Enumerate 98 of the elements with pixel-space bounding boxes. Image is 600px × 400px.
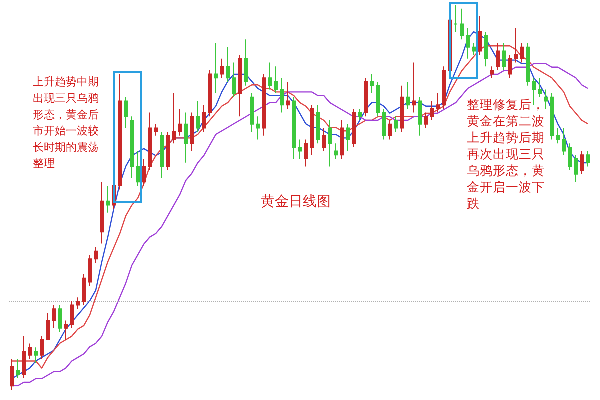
candlestick: [424, 112, 428, 129]
candlestick: [16, 358, 20, 379]
candlestick: [472, 43, 476, 56]
candlestick: [406, 82, 410, 110]
text: 黄金日线图: [261, 194, 331, 210]
candlestick: [478, 16, 482, 56]
candlestick: [562, 128, 566, 156]
candlestick: [250, 93, 254, 133]
candlestick: [394, 116, 398, 133]
candlestick: [346, 124, 350, 152]
candlestick: [436, 93, 440, 114]
candlestick: [34, 347, 38, 364]
candlestick: [64, 320, 68, 340]
candlestick: [46, 312, 50, 340]
candlestick: [244, 39, 248, 86]
candlestick: [520, 43, 524, 64]
candlestick: [550, 93, 554, 140]
candlestick: [172, 93, 176, 144]
annotation: 上升趋势中期出现三只乌鸦形态，黄金后市开始一波较长时期的震荡整理: [33, 76, 99, 170]
candlestick: [268, 62, 272, 90]
candlestick: [322, 128, 326, 152]
candlestick: [154, 124, 158, 136]
candlestick: [382, 108, 386, 140]
candlestick: [28, 343, 32, 360]
candlestick: [316, 104, 320, 144]
candlestick: [376, 82, 380, 118]
candlestick: [196, 100, 200, 133]
candlestick: [52, 304, 56, 329]
candlestick: [286, 82, 290, 110]
candlestick: [532, 78, 536, 106]
candlestick: [328, 120, 332, 168]
candlestick: [514, 28, 518, 64]
candlestick: [484, 31, 488, 68]
candlestick: [262, 74, 266, 136]
candlestick: [226, 46, 230, 82]
candlestick: [118, 74, 122, 190]
candlestick: [574, 154, 578, 183]
candlestick: [292, 96, 296, 160]
candlestick: [142, 158, 146, 186]
candlestick: [136, 150, 140, 186]
candlestick: [94, 247, 98, 264]
candlestick: [370, 74, 374, 94]
candlestick: [166, 132, 170, 172]
candlestick: [358, 108, 362, 121]
candlestick: [238, 54, 242, 118]
candlestick: [22, 336, 26, 379]
candlestick: [88, 254, 92, 287]
candlestick: [58, 304, 62, 333]
candlestick: [214, 43, 218, 94]
candlestick: [202, 104, 206, 133]
candlestick: [502, 43, 506, 71]
candlestick: [304, 139, 308, 168]
candlestick: [418, 96, 422, 136]
candlestick: [454, 4, 458, 32]
candlestick: [40, 336, 44, 360]
candlestick: [190, 112, 194, 152]
candlestick: [580, 150, 584, 175]
candlestick: [526, 43, 530, 86]
candlestick: [388, 120, 392, 140]
candlestick: [220, 58, 224, 79]
candlestick: [178, 108, 182, 136]
candlestick: [568, 143, 572, 172]
candlestick: [232, 62, 236, 98]
candlestick: [466, 28, 470, 60]
candlestick: [586, 150, 590, 168]
candlestick: [160, 132, 164, 179]
candlestick: [430, 100, 434, 121]
candlestick: [82, 274, 86, 306]
candlestick: [208, 70, 212, 118]
candlestick: [130, 116, 134, 179]
candlestick: [70, 300, 74, 329]
candlestick: [334, 143, 338, 160]
candlestick: [148, 112, 152, 172]
candlestick: [298, 139, 302, 160]
candlestick: [412, 62, 416, 114]
candlestick: [100, 182, 104, 244]
candlestick: [184, 112, 188, 164]
candlestick: [496, 43, 500, 71]
candlestick: [256, 116, 260, 140]
candlestick: [544, 89, 548, 110]
candlestick: [310, 104, 314, 156]
candlestick: [556, 128, 560, 144]
candlestick: [106, 185, 110, 214]
candlestick: [352, 108, 356, 148]
candlestick: [10, 358, 14, 390]
candlestick: [364, 78, 368, 118]
candlestick: [340, 120, 344, 160]
candlestick: [490, 66, 494, 79]
candlestick: [274, 66, 278, 94]
candlestick: [538, 78, 542, 98]
candlestick: [442, 66, 446, 110]
candlestick: [460, 8, 464, 40]
candlestick: [280, 78, 284, 114]
annotation: 整理修复后，黄金在第二波上升趋势后期再次出现三只乌鸦形态，黄金开启一波下跌: [467, 96, 545, 211]
candlestick: [508, 54, 512, 79]
candlestick: [124, 96, 128, 129]
candlestick: [76, 297, 80, 310]
candlestick: [400, 85, 404, 133]
